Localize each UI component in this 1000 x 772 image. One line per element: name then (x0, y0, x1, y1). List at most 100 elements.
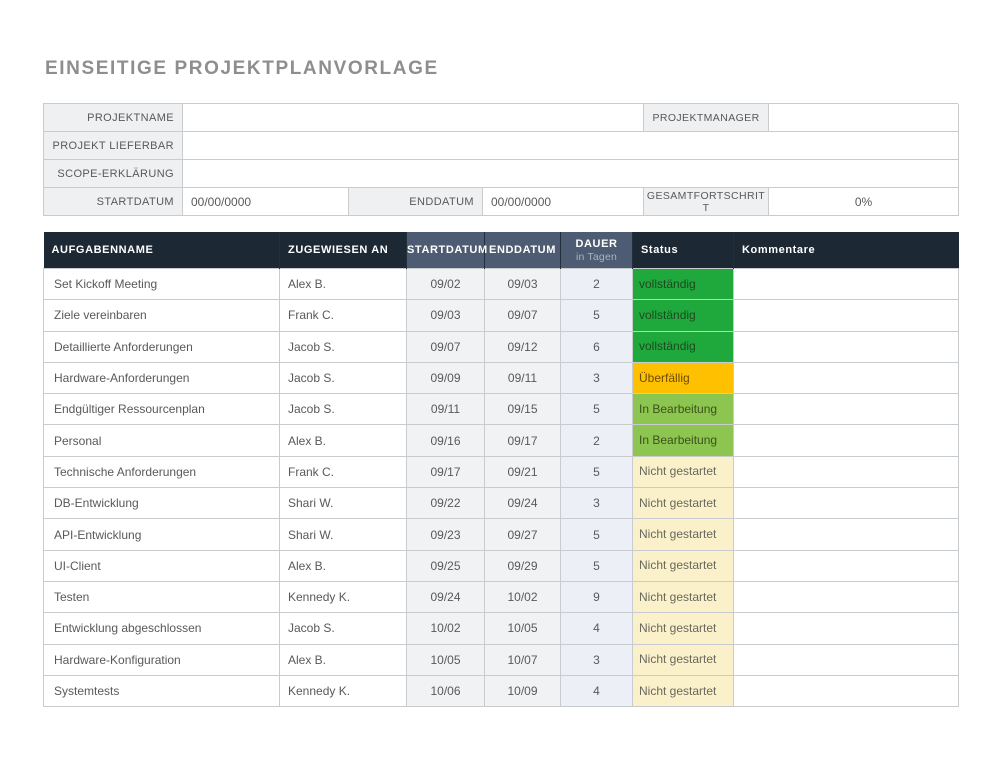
gesamtfortschritt-value[interactable]: 0% (769, 188, 959, 216)
duration-cell[interactable]: 5 (560, 299, 633, 332)
start-date-cell[interactable]: 10/02 (406, 612, 485, 645)
assignee-cell[interactable]: Alex B. (279, 549, 407, 582)
end-date-cell[interactable]: 10/09 (484, 674, 561, 708)
projektname-input[interactable] (183, 104, 644, 132)
comment-cell[interactable] (733, 518, 959, 551)
start-date-cell[interactable]: 09/24 (406, 580, 485, 614)
comment-cell[interactable] (733, 361, 959, 395)
task-name-cell[interactable]: API-Entwicklung (43, 518, 280, 551)
end-date-cell[interactable]: 09/12 (484, 330, 561, 363)
duration-cell[interactable]: 3 (560, 643, 633, 676)
status-cell[interactable]: In Bearbeitung (632, 424, 734, 457)
assignee-cell[interactable]: Jacob S. (279, 393, 407, 426)
duration-cell[interactable]: 3 (560, 361, 633, 395)
start-date-cell[interactable]: 09/25 (406, 549, 485, 582)
projektmanager-input[interactable] (769, 104, 959, 132)
task-name-cell[interactable]: Detaillierte Anforderungen (43, 330, 280, 363)
task-name-cell[interactable]: Endgültiger Ressourcenplan (43, 393, 280, 426)
comment-cell[interactable] (733, 299, 959, 332)
task-name-cell[interactable]: UI-Client (43, 549, 280, 582)
comment-cell[interactable] (733, 674, 959, 708)
status-cell[interactable]: Überfällig (632, 361, 734, 395)
task-name-cell[interactable]: Hardware-Anforderungen (43, 361, 280, 395)
comment-cell[interactable] (733, 424, 959, 457)
end-date-cell[interactable]: 09/21 (484, 455, 561, 489)
comment-cell[interactable] (733, 487, 959, 520)
start-date-cell[interactable]: 09/02 (406, 267, 485, 301)
comment-cell[interactable] (733, 549, 959, 582)
start-date-cell[interactable]: 09/11 (406, 393, 485, 426)
comment-cell[interactable] (733, 455, 959, 489)
duration-cell[interactable]: 2 (560, 424, 633, 457)
task-name-cell[interactable]: Set Kickoff Meeting (43, 267, 280, 301)
status-cell[interactable]: Nicht gestartet (632, 549, 734, 582)
scope-erklaerung-input[interactable] (183, 160, 959, 188)
end-date-cell[interactable]: 09/27 (484, 518, 561, 551)
duration-cell[interactable]: 9 (560, 580, 633, 614)
assignee-cell[interactable]: Kennedy K. (279, 674, 407, 708)
status-cell[interactable]: Nicht gestartet (632, 580, 734, 614)
end-date-cell[interactable]: 09/24 (484, 487, 561, 520)
assignee-cell[interactable]: Jacob S. (279, 612, 407, 645)
assignee-cell[interactable]: Jacob S. (279, 361, 407, 395)
status-cell[interactable]: Nicht gestartet (632, 612, 734, 645)
end-date-cell[interactable]: 09/29 (484, 549, 561, 582)
start-date-cell[interactable]: 10/06 (406, 674, 485, 708)
end-date-cell[interactable]: 10/05 (484, 612, 561, 645)
duration-cell[interactable]: 4 (560, 674, 633, 708)
end-date-cell[interactable]: 10/02 (484, 580, 561, 614)
start-date-cell[interactable]: 09/17 (406, 455, 485, 489)
assignee-cell[interactable]: Alex B. (279, 267, 407, 301)
comment-cell[interactable] (733, 643, 959, 676)
start-date-cell[interactable]: 09/22 (406, 487, 485, 520)
start-date-cell[interactable]: 10/05 (406, 643, 485, 676)
task-name-cell[interactable]: Systemtests (43, 674, 280, 708)
start-date-cell[interactable]: 09/03 (406, 299, 485, 332)
duration-cell[interactable]: 5 (560, 549, 633, 582)
duration-cell[interactable]: 5 (560, 518, 633, 551)
assignee-cell[interactable]: Frank C. (279, 455, 407, 489)
end-date-cell[interactable]: 09/07 (484, 299, 561, 332)
start-date-cell[interactable]: 09/09 (406, 361, 485, 395)
assignee-cell[interactable]: Shari W. (279, 518, 407, 551)
status-cell[interactable]: Nicht gestartet (632, 518, 734, 551)
comment-cell[interactable] (733, 267, 959, 301)
task-name-cell[interactable]: Personal (43, 424, 280, 457)
duration-cell[interactable]: 3 (560, 487, 633, 520)
start-date-cell[interactable]: 09/23 (406, 518, 485, 551)
duration-cell[interactable]: 4 (560, 612, 633, 645)
projekt-lieferbar-input[interactable] (183, 132, 959, 160)
status-cell[interactable]: vollständig (632, 330, 734, 363)
comment-cell[interactable] (733, 612, 959, 645)
status-cell[interactable]: vollständig (632, 267, 734, 301)
assignee-cell[interactable]: Alex B. (279, 643, 407, 676)
start-date-cell[interactable]: 09/07 (406, 330, 485, 363)
comment-cell[interactable] (733, 393, 959, 426)
status-cell[interactable]: Nicht gestartet (632, 455, 734, 489)
status-cell[interactable]: Nicht gestartet (632, 643, 734, 676)
startdatum-input[interactable]: 00/00/0000 (183, 188, 349, 216)
duration-cell[interactable]: 5 (560, 455, 633, 489)
task-name-cell[interactable]: Testen (43, 580, 280, 614)
start-date-cell[interactable]: 09/16 (406, 424, 485, 457)
assignee-cell[interactable]: Shari W. (279, 487, 407, 520)
comment-cell[interactable] (733, 580, 959, 614)
status-cell[interactable]: Nicht gestartet (632, 487, 734, 520)
duration-cell[interactable]: 6 (560, 330, 633, 363)
assignee-cell[interactable]: Kennedy K. (279, 580, 407, 614)
enddatum-input[interactable]: 00/00/0000 (483, 188, 644, 216)
task-name-cell[interactable]: Hardware-Konfiguration (43, 643, 280, 676)
assignee-cell[interactable]: Jacob S. (279, 330, 407, 363)
comment-cell[interactable] (733, 330, 959, 363)
status-cell[interactable]: vollständig (632, 299, 734, 332)
assignee-cell[interactable]: Frank C. (279, 299, 407, 332)
task-name-cell[interactable]: Entwicklung abgeschlossen (43, 612, 280, 645)
duration-cell[interactable]: 5 (560, 393, 633, 426)
status-cell[interactable]: In Bearbeitung (632, 393, 734, 426)
status-cell[interactable]: Nicht gestartet (632, 674, 734, 708)
end-date-cell[interactable]: 09/17 (484, 424, 561, 457)
task-name-cell[interactable]: Technische Anforderungen (43, 455, 280, 489)
end-date-cell[interactable]: 09/03 (484, 267, 561, 301)
end-date-cell[interactable]: 09/15 (484, 393, 561, 426)
task-name-cell[interactable]: Ziele vereinbaren (43, 299, 280, 332)
